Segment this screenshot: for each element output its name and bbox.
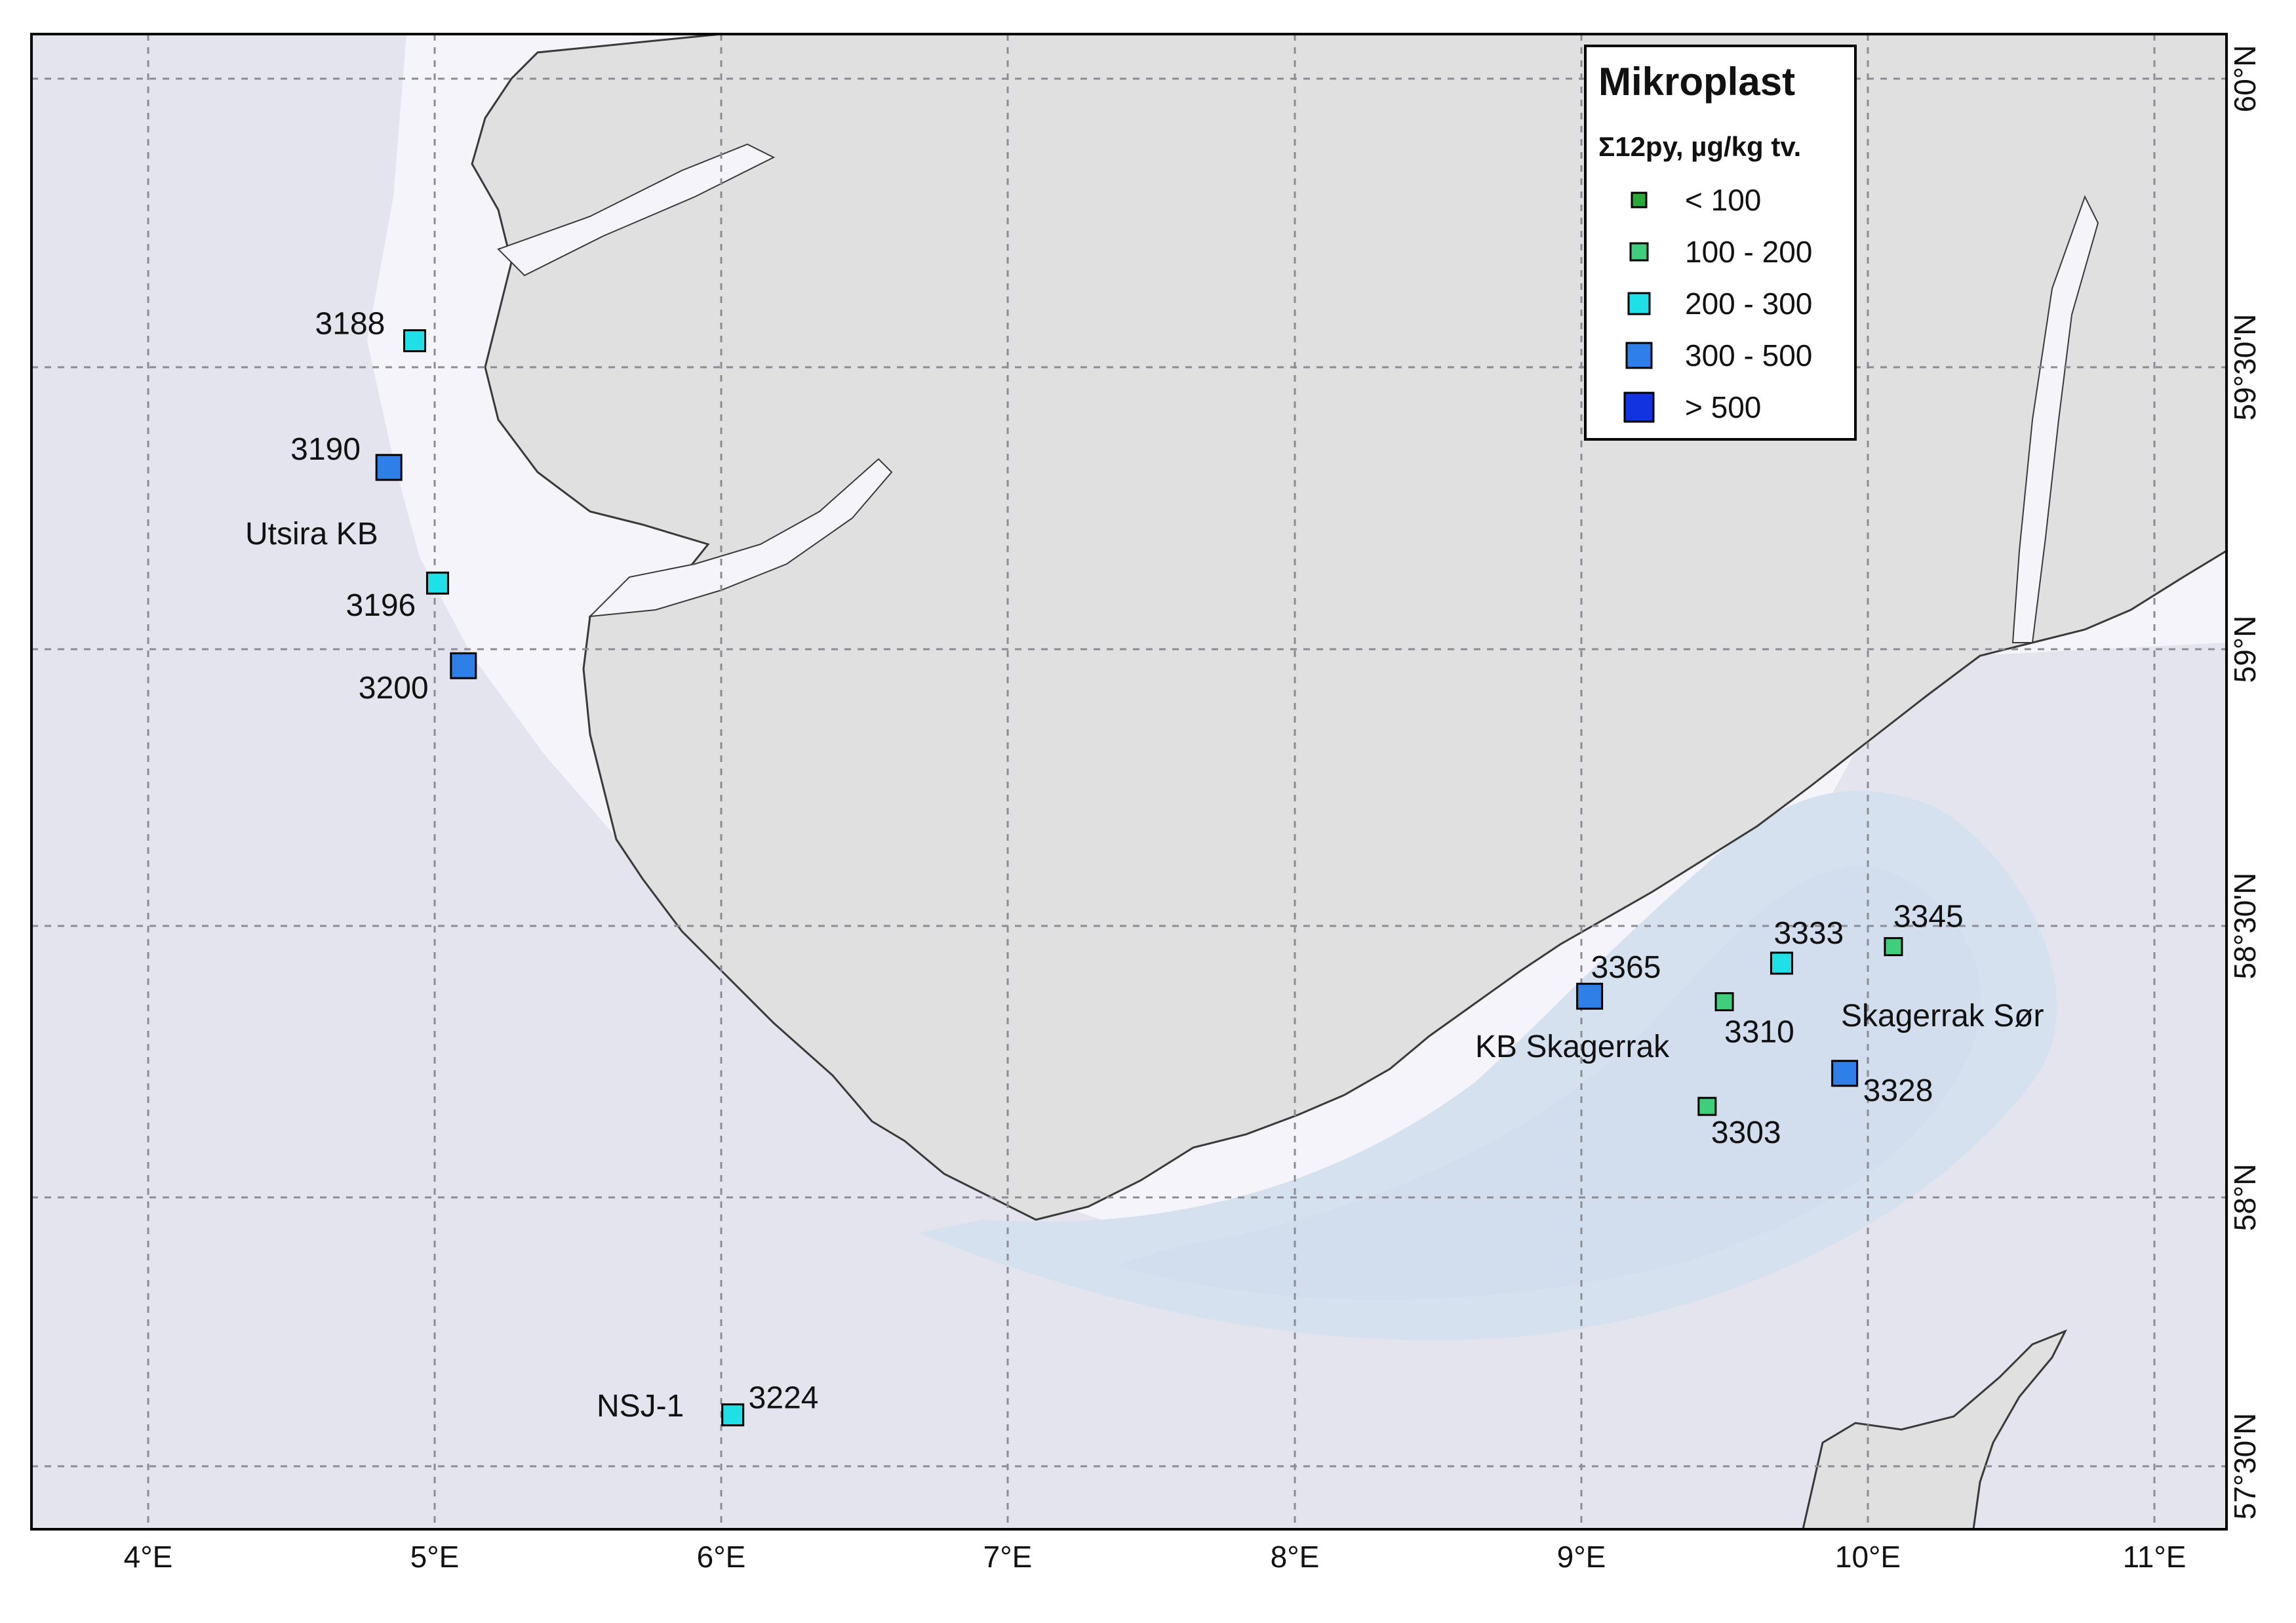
legend-label-0: < 100 [1685,183,1761,217]
station-marker-3303 [1697,1096,1717,1116]
area-label-nsj: NSJ-1 [597,1389,684,1424]
lon-label-11e: 11°E [2123,1540,2187,1574]
map-frame [30,33,2228,1531]
legend-title: Mikroplast [1598,60,1795,104]
lon-label-6e: 6°E [697,1540,746,1574]
station-marker-3200 [450,652,477,679]
station-label-3310: 3310 [1724,1015,1794,1050]
sea-deepest-core [1115,866,1982,1300]
lat-label-59-30n: 59°30'N [2228,314,2262,421]
legend-swatch-3 [1625,342,1653,369]
station-marker-3310 [1714,992,1734,1012]
station-marker-3365 [1576,982,1604,1010]
lon-label-5e: 5°E [410,1540,460,1574]
station-label-3333: 3333 [1773,916,1844,951]
legend-items: < 100 100 - 200 200 - 300 300 - 500 > 500 [1623,183,1812,424]
legend-swatch-4 [1623,391,1655,423]
lon-label-7e: 7°E [983,1540,1033,1574]
legend-label-4: > 500 [1685,390,1761,424]
station-marker-3345 [1884,937,1903,957]
station-label-3200: 3200 [359,671,429,706]
station-label-3345: 3345 [1893,900,1964,934]
legend-subtitle: Σ12py, µg/kg tv. [1598,131,1801,162]
legend-swatch-2 [1627,292,1651,315]
legend-label-3: 300 - 500 [1685,338,1812,372]
lat-label-59n: 59°N [2228,616,2262,683]
lat-label-57-30n: 57°30'N [2228,1413,2262,1520]
area-label-skagerrak-sor: Skagerrak Sør [1841,999,2044,1033]
fjord-boknafjord [588,458,893,618]
lon-label-9e: 9°E [1557,1540,1606,1574]
station-marker-3328 [1831,1060,1859,1087]
station-markers: 3188 3190 3196 3200 3224 3365 3310 3333 3345 3328… [290,307,1964,1427]
fjord-north [497,143,776,277]
station-marker-3190 [375,454,403,481]
area-labels: Utsira KB KB Skagerrak Skagerrak Sør NSJ… [245,517,2044,1424]
lon-label-4e: 4°E [124,1540,173,1574]
lon-label-8e: 8°E [1271,1540,1320,1574]
latitude-axis: 60°N 59°30'N 59°N 58°30'N 58°N 57°30'N [2228,45,2262,1520]
station-marker-3333 [1770,952,1793,975]
legend-swatch-0 [1631,191,1648,209]
lat-label-58-30n: 58°30'N [2228,873,2262,980]
station-marker-3196 [426,571,449,595]
longitude-axis: 4°E 5°E 6°E 7°E 8°E 9°E 10°E 11°E [124,1540,2187,1574]
station-label-3303: 3303 [1711,1115,1781,1150]
station-label-3196: 3196 [346,588,416,623]
fjord-oslo [2011,195,2099,643]
station-marker-3188 [403,329,427,353]
graticule [31,34,2227,1529]
area-label-kb-skagerrak: KB Skagerrak [1475,1030,1670,1064]
legend-swatch-1 [1629,242,1649,262]
station-label-3190: 3190 [290,432,361,467]
station-label-3328: 3328 [1863,1073,1933,1108]
station-label-3365: 3365 [1591,950,1661,985]
legend-label-2: 200 - 300 [1685,287,1812,321]
legend: Mikroplast Σ12py, µg/kg tv. < 100 100 - 2… [1584,45,1857,441]
station-label-3224: 3224 [749,1381,819,1416]
legend-label-1: 100 - 200 [1685,235,1812,269]
lat-label-58n: 58°N [2228,1164,2262,1232]
lat-label-60n: 60°N [2228,45,2262,113]
area-label-utsira: Utsira KB [245,517,378,551]
lon-label-10e: 10°E [1835,1540,1901,1574]
station-label-3188: 3188 [315,307,386,342]
station-marker-3224 [721,1403,745,1427]
